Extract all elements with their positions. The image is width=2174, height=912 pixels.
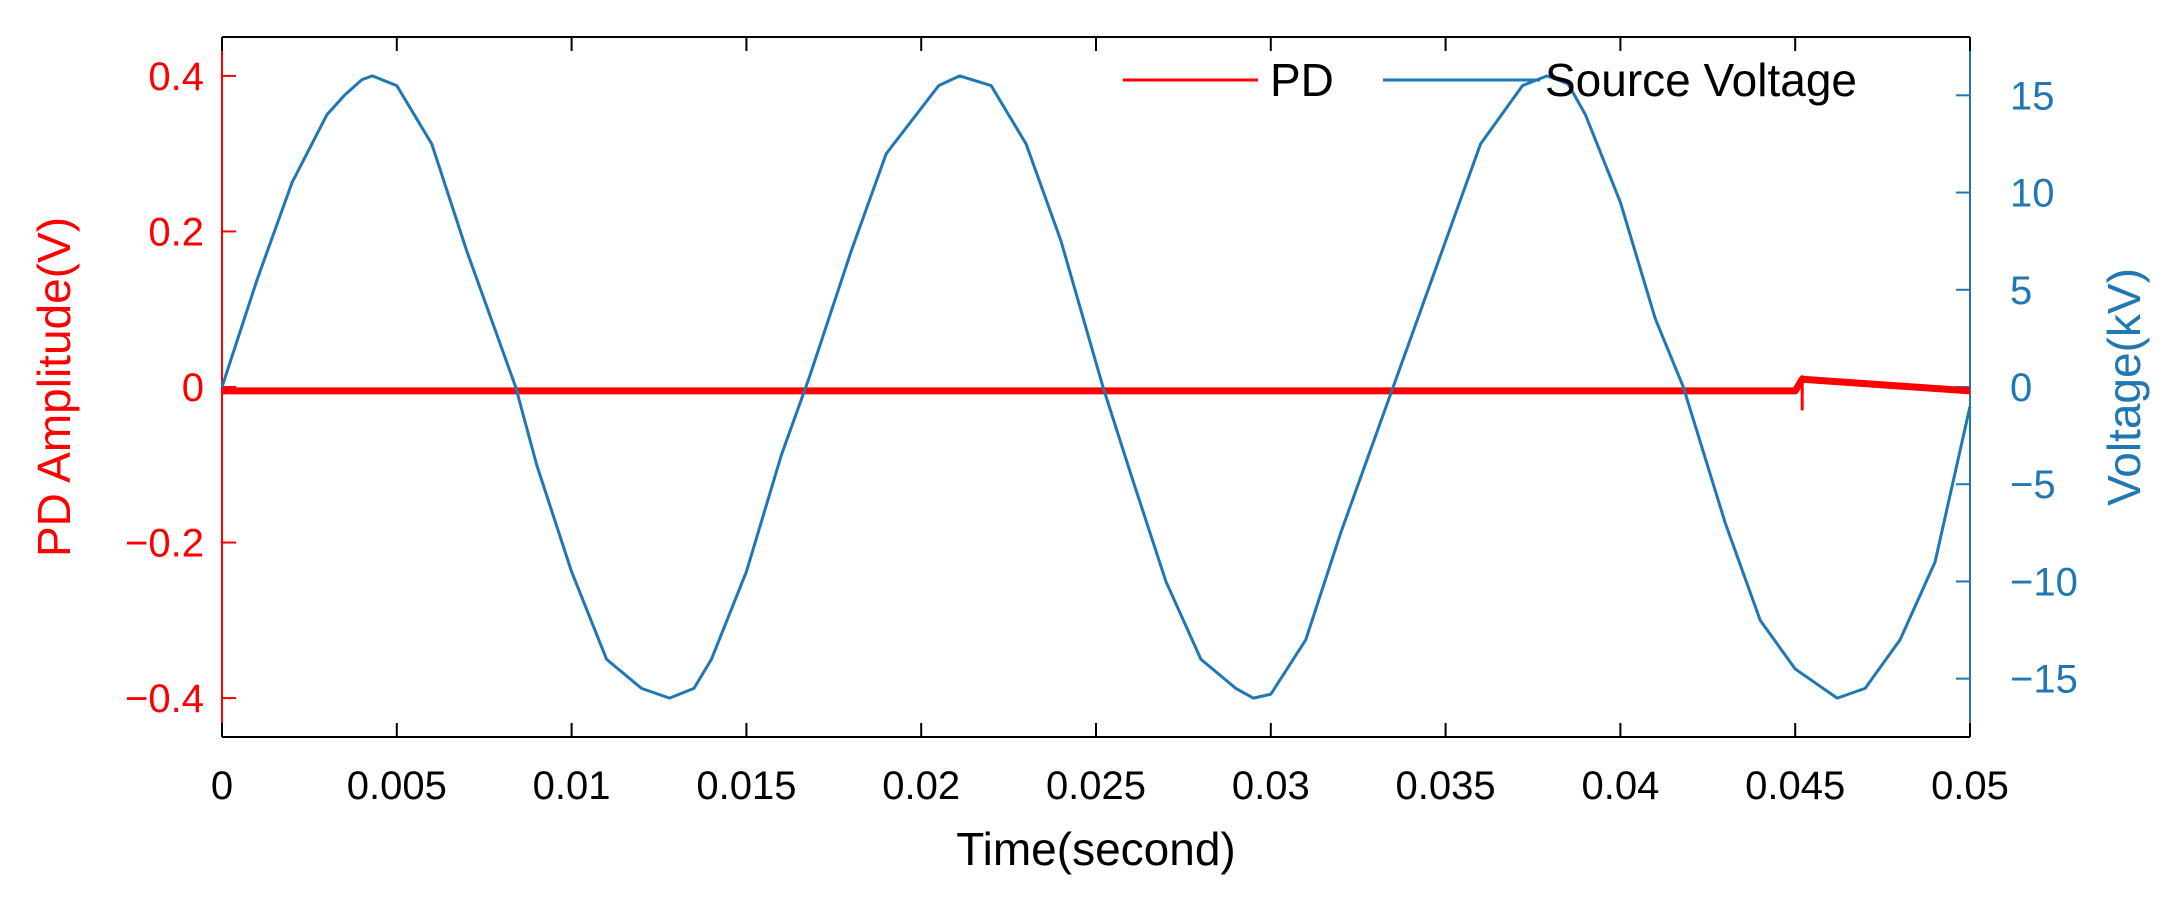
x-tick-label: 0.025 (1046, 764, 1146, 808)
x-tick-label: 0.04 (1581, 764, 1659, 808)
series-pd-line (222, 375, 1971, 395)
x-tick-label: 0.045 (1745, 764, 1845, 808)
tick-marks (221, 37, 1971, 737)
y-right-tick-label: −5 (2010, 463, 2056, 507)
x-tick-label: 0 (211, 764, 233, 808)
y-right-tick-label: −10 (2010, 560, 2078, 604)
y-axis-right-title: Voltage(kV) (2098, 268, 2150, 506)
y-left-tick-label: −0.2 (125, 522, 204, 566)
x-tick-label: 0.005 (347, 764, 447, 808)
y-left-tick-label: 0.4 (148, 55, 204, 99)
series-layer (220, 74, 1972, 700)
y-left-tick-label: −0.4 (125, 677, 204, 721)
y-right-tick-label: −15 (2010, 658, 2078, 702)
x-tick-label: 0.01 (533, 764, 611, 808)
y-left-tick-label: 0 (182, 366, 204, 410)
x-tick-label: 0.03 (1232, 764, 1310, 808)
y-right-tick-label: 15 (2010, 74, 2055, 118)
legend-pd-label: PD (1270, 54, 1334, 106)
y-left-tick-label: 0.2 (148, 210, 204, 254)
x-tick-label: 0.05 (1931, 764, 2009, 808)
series-voltage-line (220, 74, 1972, 700)
plot-frame (221, 36, 1971, 738)
x-axis-title: Time(second) (956, 823, 1235, 875)
x-tick-label: 0.015 (696, 764, 796, 808)
y-right-tick-label: 0 (2010, 366, 2032, 410)
x-tick-label: 0.02 (882, 764, 960, 808)
x-tick-label: 0.035 (1396, 764, 1496, 808)
y-axis-left-title: PD Amplitude(V) (28, 217, 80, 557)
y-right-tick-label: 5 (2010, 269, 2032, 313)
tick-labels: 0 0.005 0.01 0.015 0.02 0.025 0.03 0.035 0.04 0.0… (125, 55, 2078, 808)
legend-voltage-label: Source Voltage (1545, 54, 1857, 106)
y-right-tick-label: 10 (2010, 172, 2055, 216)
legend: PD Source Voltage (1123, 54, 1857, 106)
